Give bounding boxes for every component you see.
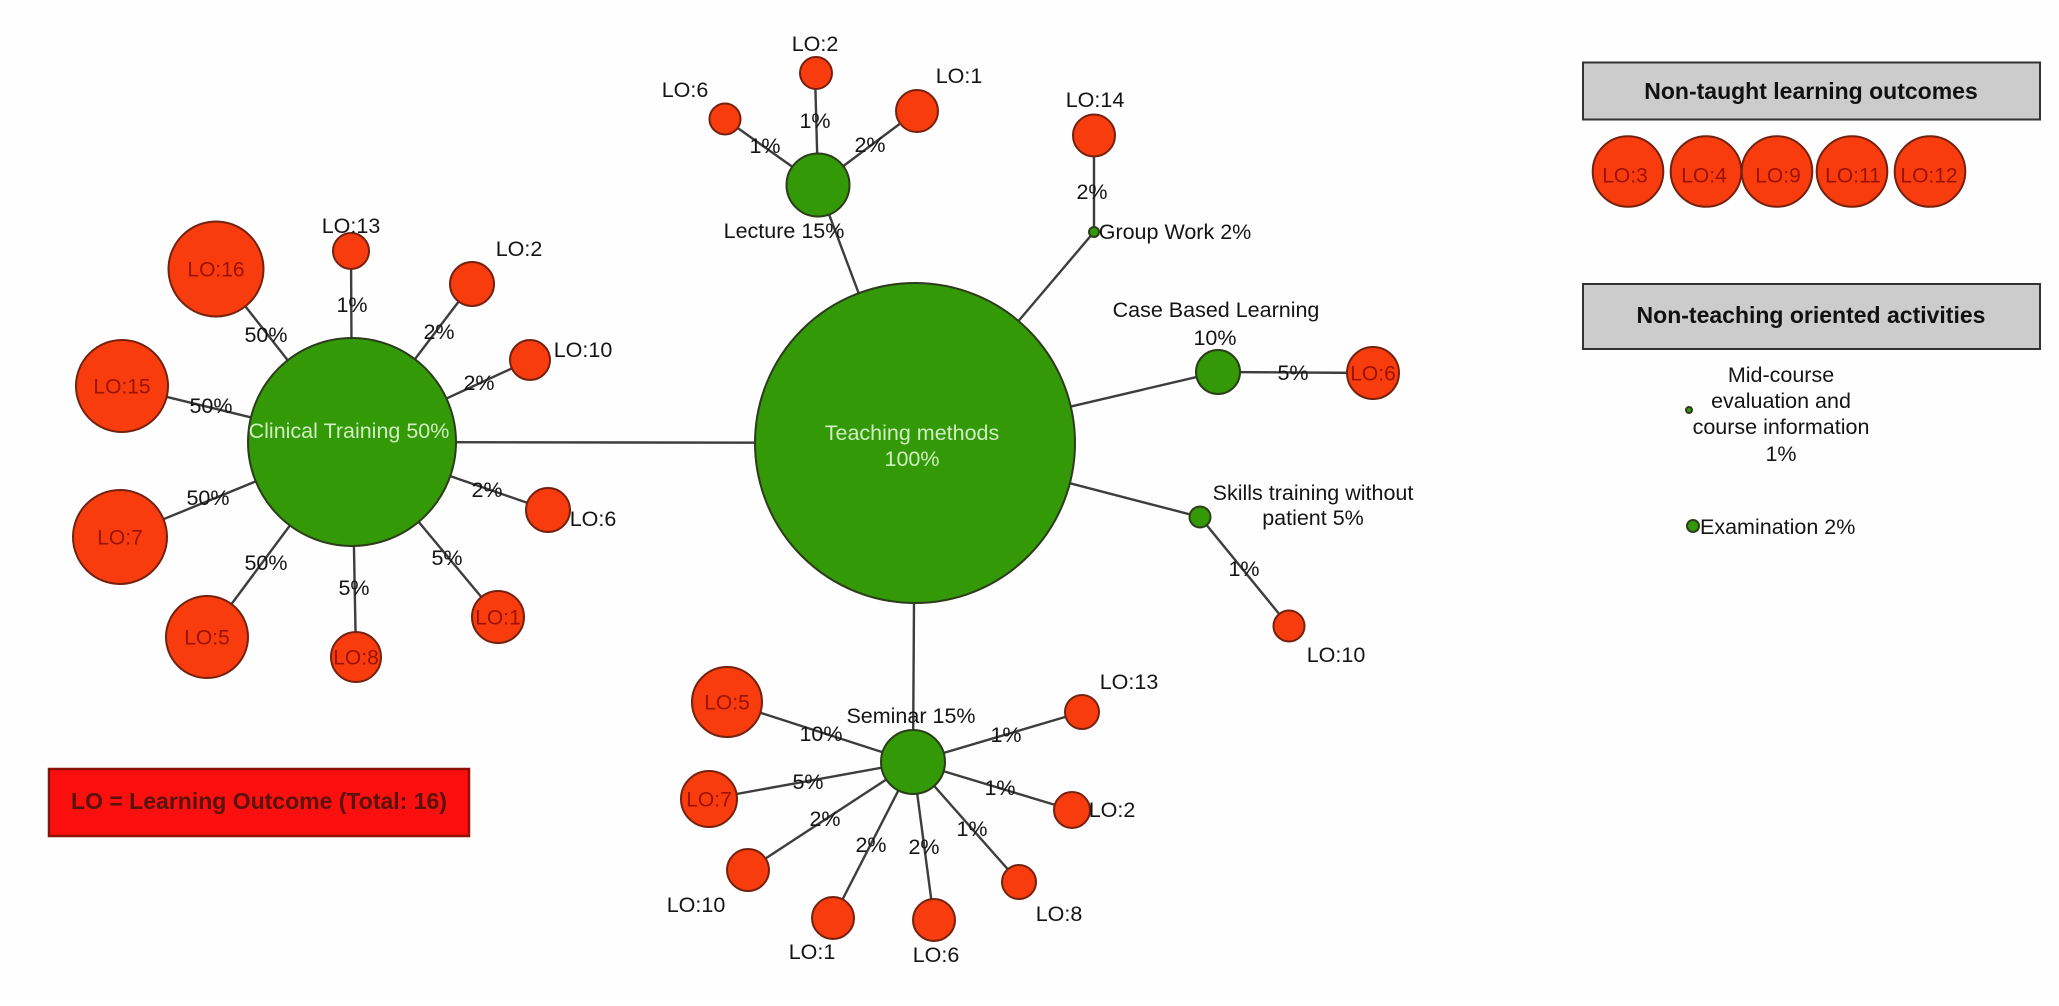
svg-text:LO:2: LO:2 (792, 32, 839, 56)
svg-text:5%: 5% (338, 576, 369, 600)
svg-text:LO = Learning Outcome (Total:: LO = Learning Outcome (Total: 16) (71, 788, 447, 814)
svg-text:LO:15: LO:15 (93, 376, 150, 399)
svg-text:2%: 2% (423, 320, 454, 344)
svg-text:LO:10: LO:10 (667, 893, 726, 917)
svg-text:50%: 50% (244, 323, 287, 347)
svg-text:10%: 10% (799, 722, 842, 746)
svg-text:Teaching methods: Teaching methods (825, 421, 1000, 445)
svg-text:LO:4: LO:4 (1681, 165, 1727, 188)
svg-text:patient 5%: patient 5% (1262, 506, 1364, 530)
svg-text:50%: 50% (189, 394, 232, 418)
svg-text:1%: 1% (336, 293, 367, 317)
svg-text:Non-teaching oriented activiti: Non-teaching oriented activities (1637, 302, 1986, 328)
svg-text:Group Work 2%: Group Work 2% (1099, 220, 1252, 244)
svg-text:LO:12: LO:12 (1900, 165, 1957, 188)
svg-text:LO:5: LO:5 (184, 627, 230, 650)
svg-text:2%: 2% (471, 478, 502, 502)
svg-text:Case Based Learning: Case Based Learning (1113, 298, 1320, 322)
svg-text:50%: 50% (244, 551, 287, 575)
svg-text:LO:16: LO:16 (187, 259, 244, 282)
svg-text:1%: 1% (799, 109, 830, 133)
svg-text:LO:6: LO:6 (1350, 363, 1396, 386)
svg-text:Skills training without: Skills training without (1213, 481, 1414, 505)
svg-text:1%: 1% (956, 817, 987, 841)
svg-text:2%: 2% (1076, 180, 1107, 204)
svg-text:2%: 2% (855, 833, 886, 857)
svg-text:LO:1: LO:1 (789, 940, 836, 964)
svg-text:1%: 1% (990, 723, 1021, 747)
svg-text:2%: 2% (463, 371, 494, 395)
svg-text:LO:6: LO:6 (570, 507, 617, 531)
svg-text:LO:13: LO:13 (322, 214, 381, 238)
svg-text:LO:3: LO:3 (1602, 165, 1648, 188)
svg-text:2%: 2% (854, 133, 885, 157)
svg-text:LO:10: LO:10 (1307, 643, 1366, 667)
svg-text:LO:1: LO:1 (936, 64, 983, 88)
svg-text:2%: 2% (809, 807, 840, 831)
svg-text:LO:14: LO:14 (1066, 88, 1125, 112)
svg-text:Lecture 15%: Lecture 15% (724, 219, 845, 243)
svg-text:5%: 5% (431, 546, 462, 570)
svg-text:LO:8: LO:8 (1036, 902, 1083, 926)
svg-text:Mid-course: Mid-course (1728, 363, 1834, 387)
svg-text:LO:6: LO:6 (662, 78, 709, 102)
svg-text:100%: 100% (885, 447, 940, 471)
svg-text:LO:6: LO:6 (913, 943, 960, 967)
svg-text:1%: 1% (749, 134, 780, 158)
svg-text:Non-taught learning outcomes: Non-taught learning outcomes (1644, 78, 1978, 104)
svg-text:LO:1: LO:1 (475, 607, 521, 630)
svg-text:evaluation and: evaluation and (1711, 389, 1851, 413)
svg-text:LO:11: LO:11 (1825, 165, 1881, 188)
svg-text:Clinical Training 50%: Clinical Training 50% (249, 419, 450, 443)
svg-text:5%: 5% (792, 770, 823, 794)
svg-text:Examination 2%: Examination 2% (1700, 515, 1855, 539)
svg-text:LO:7: LO:7 (97, 527, 143, 550)
svg-text:5%: 5% (1277, 361, 1308, 385)
svg-text:1%: 1% (1765, 442, 1796, 466)
svg-text:LO:2: LO:2 (1089, 798, 1136, 822)
svg-text:1%: 1% (1228, 557, 1259, 581)
svg-text:LO:10: LO:10 (554, 338, 613, 362)
svg-text:LO:13: LO:13 (1100, 670, 1159, 694)
svg-text:course information: course information (1693, 415, 1870, 439)
svg-text:LO:2: LO:2 (496, 237, 543, 261)
svg-text:LO:9: LO:9 (1755, 165, 1801, 188)
svg-text:50%: 50% (186, 486, 229, 510)
svg-text:LO:7: LO:7 (686, 789, 732, 812)
svg-text:10%: 10% (1193, 326, 1236, 350)
svg-text:LO:5: LO:5 (704, 692, 750, 715)
svg-text:2%: 2% (908, 835, 939, 859)
svg-text:1%: 1% (984, 776, 1015, 800)
svg-text:LO:8: LO:8 (333, 647, 379, 670)
svg-text:Seminar 15%: Seminar 15% (846, 704, 975, 728)
